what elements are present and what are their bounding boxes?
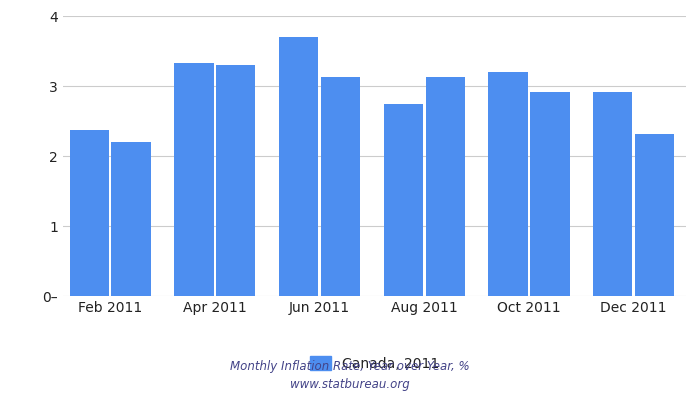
Bar [635, 134, 674, 296]
Legend: Canada, 2011: Canada, 2011 [304, 350, 444, 376]
Bar [531, 92, 570, 296]
Bar [216, 65, 256, 296]
Bar [426, 77, 465, 296]
Text: Monthly Inflation Rate, Year over Year, %: Monthly Inflation Rate, Year over Year, … [230, 360, 470, 373]
Bar [489, 72, 528, 296]
Bar [111, 142, 150, 296]
Bar [69, 130, 108, 296]
Text: www.statbureau.org: www.statbureau.org [290, 378, 410, 391]
Bar [279, 37, 318, 296]
Bar [593, 92, 632, 296]
Bar [174, 63, 214, 296]
Bar [384, 104, 423, 296]
Bar [321, 77, 360, 296]
